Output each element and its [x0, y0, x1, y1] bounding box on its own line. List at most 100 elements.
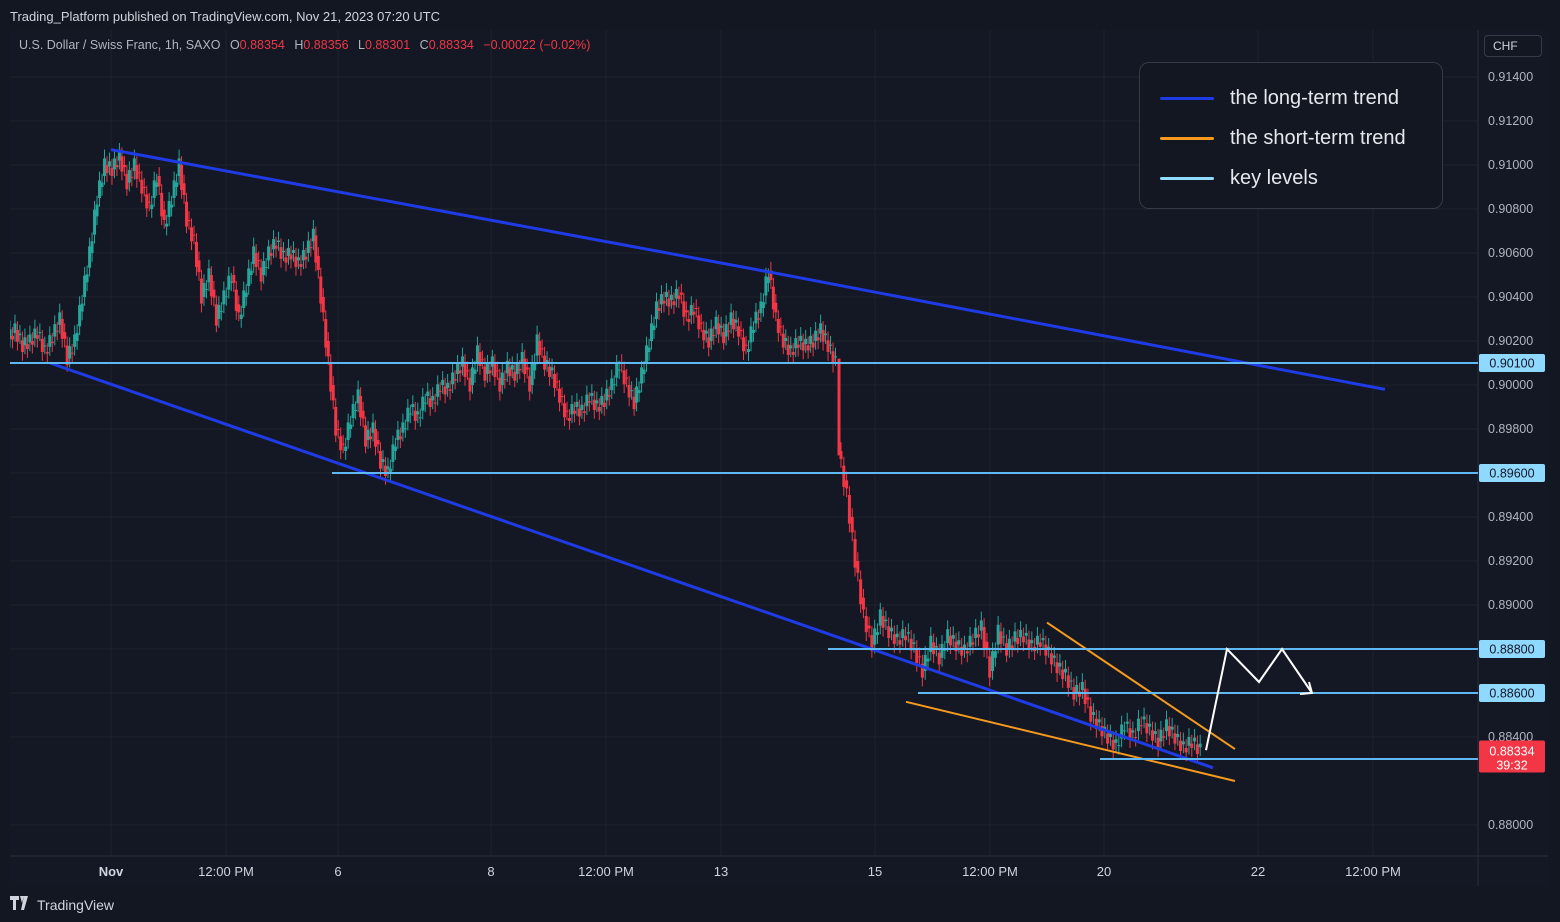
candle-body	[1145, 723, 1149, 734]
candle-body	[331, 385, 335, 401]
candle-body	[456, 363, 460, 374]
candle-body	[988, 656, 992, 678]
x-tick-label: 13	[714, 864, 728, 879]
candle-body	[135, 165, 139, 179]
candle-body	[1108, 733, 1112, 737]
candle-body	[707, 337, 711, 348]
candle-body	[28, 334, 32, 343]
candle-body	[831, 351, 835, 364]
candle-body	[48, 335, 52, 347]
symbol-legend[interactable]: U.S. Dollar / Swiss Franc, 1h, SAXO O0.8…	[19, 38, 590, 52]
candle-body	[850, 517, 854, 533]
candle-body	[222, 290, 226, 305]
candle-body	[520, 352, 524, 364]
candle-body	[687, 319, 691, 322]
candle-body	[659, 294, 663, 305]
candle-body	[105, 165, 109, 174]
y-tick-label: 0.89800	[1488, 422, 1533, 436]
footer[interactable]: TradingView	[10, 896, 114, 913]
candle-body	[294, 256, 298, 267]
candle-body	[78, 305, 82, 327]
candle-body	[162, 209, 166, 220]
candle-body	[132, 158, 136, 171]
candle-body	[341, 443, 345, 445]
candle-body	[423, 402, 427, 404]
candle-body	[418, 417, 422, 419]
candle-body	[751, 330, 755, 333]
candle-body	[421, 396, 425, 411]
candle-body	[10, 335, 14, 340]
candle-body	[60, 319, 64, 339]
tradingview-brand[interactable]: TradingView	[37, 896, 115, 913]
candle-body	[1198, 743, 1202, 748]
candle-body	[282, 250, 286, 253]
candle-body	[722, 332, 726, 344]
candle-body	[951, 635, 955, 639]
candle-body	[40, 338, 44, 352]
candle-body	[107, 161, 111, 167]
candle-body	[1063, 668, 1067, 673]
x-tick-label: 12:00 PM	[962, 864, 1018, 879]
chart-key: the long-term trend the short-term trend…	[1139, 62, 1443, 209]
long-term-swatch	[1160, 96, 1214, 100]
candle-body	[1080, 682, 1084, 691]
candle-body	[652, 325, 656, 330]
y-tick-label: 0.89200	[1488, 554, 1533, 568]
currency-selector[interactable]: CHF	[1484, 35, 1542, 57]
candle-body	[470, 367, 474, 385]
y-tick-label: 0.91400	[1488, 70, 1533, 84]
candle-body	[167, 200, 171, 218]
candle-body	[177, 158, 181, 176]
candle-body	[43, 345, 47, 347]
candle-body	[219, 310, 223, 312]
candle-body	[1021, 636, 1025, 643]
candle-body	[182, 183, 186, 196]
candle-body	[1035, 635, 1039, 645]
candle-body	[170, 204, 174, 208]
candle-body	[746, 349, 750, 352]
candle-body	[1190, 743, 1194, 748]
candle-body	[1044, 644, 1048, 656]
candle-body	[1170, 726, 1174, 730]
y-tick-label: 0.90400	[1488, 290, 1533, 304]
candle-body	[712, 335, 716, 337]
key-level-badge	[1479, 464, 1545, 482]
candle-body	[369, 436, 373, 440]
candle-body	[934, 646, 938, 648]
candle-body	[737, 326, 741, 337]
candle-body	[1150, 730, 1154, 741]
candle-body	[244, 292, 248, 297]
candle-body	[923, 654, 927, 671]
close-label: C	[419, 38, 429, 52]
tradingview-logo-icon[interactable]	[10, 896, 32, 913]
candle-body	[279, 247, 283, 259]
candle-body	[717, 323, 721, 335]
symbol-name[interactable]: U.S. Dollar / Swiss Franc, 1h, SAXO	[19, 38, 221, 52]
candle-body	[679, 292, 683, 295]
candle-body	[974, 627, 978, 638]
candle-body	[217, 305, 221, 319]
change-value: −0.00022 (−0.02%)	[483, 38, 591, 52]
candle-body	[714, 316, 718, 330]
candle-body	[25, 343, 29, 350]
candle-body	[291, 250, 295, 253]
candle-body	[453, 379, 457, 381]
candle-body	[809, 335, 813, 344]
candle-body	[326, 341, 330, 357]
candle-body	[632, 396, 636, 410]
candle-body	[1055, 662, 1059, 674]
candle-body	[197, 260, 201, 273]
price-chart[interactable]: 0.91400 0.91200 0.91000 0.90800 0.90600 0.904…	[10, 30, 1548, 886]
candle-body	[954, 641, 958, 652]
candle-body	[311, 228, 315, 242]
bar-countdown-label: 39:32	[1496, 759, 1527, 773]
candle-body	[582, 411, 586, 413]
candle-body	[508, 367, 512, 377]
candle-body	[920, 663, 924, 678]
candle-body	[239, 314, 243, 319]
candle-body	[694, 308, 698, 309]
last-price-badge	[1479, 740, 1545, 773]
candle-body	[839, 451, 843, 460]
open-value: 0.88354	[239, 38, 285, 52]
candle-body	[393, 446, 397, 451]
